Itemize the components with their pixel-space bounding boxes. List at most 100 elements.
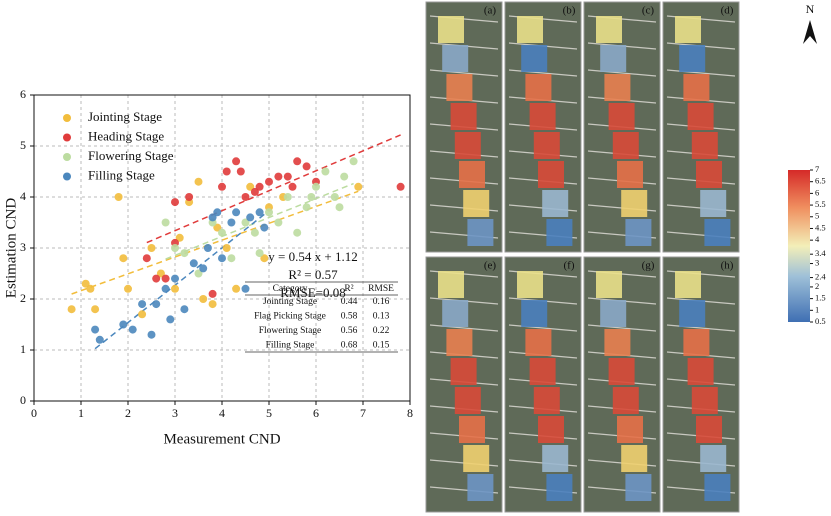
point: [114, 193, 123, 201]
plot-stripe: [538, 161, 564, 188]
fit-line: [165, 182, 354, 260]
colorbar-tick-label: 1.5: [815, 293, 826, 303]
legend-label: Heading Stage: [88, 128, 164, 143]
point: [340, 172, 349, 181]
plot-stripe: [517, 271, 543, 298]
point: [265, 177, 273, 186]
colorbar-tick-label: 6: [815, 187, 819, 197]
plot-stripe: [596, 16, 622, 43]
plot-stripe: [463, 190, 490, 217]
plot-stripe: [467, 474, 494, 501]
plot-stripe: [691, 387, 718, 414]
point: [171, 274, 179, 283]
point: [274, 218, 283, 227]
table-cell: 0.22: [373, 326, 390, 336]
point: [67, 305, 76, 314]
plot-stripe: [675, 16, 701, 43]
fit-line: [146, 134, 401, 244]
plot-stripe: [696, 161, 722, 188]
y-tick-label: 2: [20, 291, 26, 305]
colorbar-tick-label: 7: [815, 164, 819, 174]
plot-stripe: [704, 219, 731, 246]
point: [288, 182, 297, 191]
point: [86, 284, 95, 293]
plot-stripe: [596, 271, 622, 298]
point: [171, 284, 179, 293]
plot-stripe: [450, 358, 477, 385]
plot-stripe: [454, 387, 481, 414]
plot-stripe: [454, 132, 481, 159]
fit-line: [94, 213, 265, 350]
panel-label: (f): [564, 260, 575, 272]
table-header: R²: [344, 284, 353, 294]
plot-stripe: [600, 45, 627, 72]
point: [161, 284, 170, 293]
plot-stripe: [533, 387, 560, 414]
colorbar-tick-label: 5.5: [815, 199, 826, 209]
point: [255, 182, 264, 191]
plot-stripe: [459, 416, 485, 443]
point: [260, 223, 269, 232]
table-cell: Flowering Stage: [259, 326, 322, 336]
point: [171, 198, 179, 207]
point: [208, 289, 217, 298]
table-cell: Jointing Stage: [263, 297, 317, 307]
point: [307, 193, 316, 201]
plot-stripe: [459, 161, 485, 188]
x-tick-label: 6: [313, 406, 319, 420]
point: [166, 315, 175, 324]
table-cell: 0.16: [373, 297, 390, 307]
field-line: [587, 324, 657, 332]
point: [241, 284, 250, 293]
x-tick-label: 0: [31, 406, 37, 420]
point: [208, 300, 217, 309]
legend-marker: [63, 133, 71, 142]
field-line: [508, 69, 578, 77]
legend-label: Filling Stage: [88, 167, 155, 182]
plot-stripe: [604, 329, 631, 356]
plot-stripe: [612, 387, 639, 414]
table-cell: Filling Stage: [266, 341, 315, 351]
plot-stripe: [542, 190, 569, 217]
point: [138, 300, 147, 309]
colorbar-tick-label: 0.5: [815, 316, 826, 326]
plot-stripe: [446, 74, 473, 101]
point: [232, 208, 241, 217]
point: [95, 335, 104, 344]
plot-stripe: [538, 416, 564, 443]
plot-stripe: [600, 300, 627, 327]
plot-stripe: [438, 271, 464, 298]
point: [199, 295, 208, 303]
point: [232, 284, 241, 293]
point: [161, 274, 170, 283]
y-axis-label: Estimation CND: [3, 198, 19, 299]
plot-stripe: [446, 329, 473, 356]
x-tick-label: 8: [407, 406, 413, 420]
plot-stripe: [533, 132, 560, 159]
point: [232, 157, 241, 166]
field-line: [587, 69, 657, 77]
colorbar-tick-label: 6.5: [815, 176, 826, 186]
plot-stripe: [521, 45, 548, 72]
point: [330, 193, 339, 201]
plot-stripe: [687, 358, 714, 385]
table-cell: Flag Picking Stage: [254, 312, 326, 322]
point: [302, 162, 311, 171]
x-tick-label: 2: [125, 406, 131, 420]
x-tick-label: 3: [172, 406, 178, 420]
point: [250, 187, 259, 196]
colorbar-tick-label: 3.4: [815, 248, 826, 258]
plot-stripe: [612, 132, 639, 159]
plot-stripe: [621, 445, 648, 472]
x-tick-label: 5: [266, 406, 272, 420]
x-tick-label: 1: [78, 406, 84, 420]
point: [194, 269, 203, 278]
colorbar-tick-label: 4: [815, 234, 820, 244]
panel-label: (e): [484, 260, 497, 272]
point: [218, 254, 226, 263]
plot-stripe: [467, 219, 494, 246]
field-line: [429, 324, 499, 332]
point: [203, 244, 212, 252]
point: [265, 208, 273, 217]
legend-marker: [63, 172, 71, 181]
